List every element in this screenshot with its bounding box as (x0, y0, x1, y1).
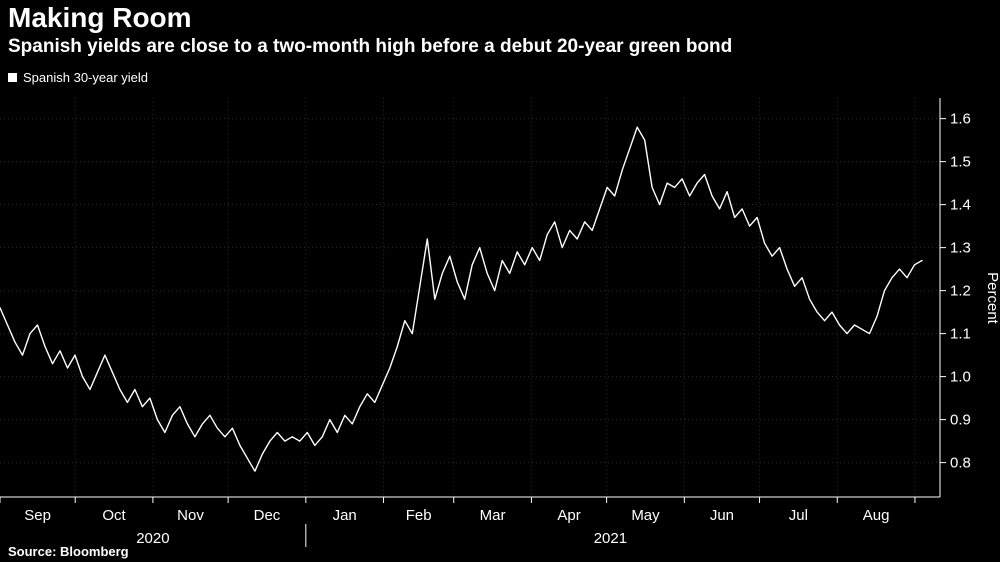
y-tick-label: 1.4 (950, 197, 971, 214)
y-tick-label: 1.2 (950, 283, 971, 300)
y-tick-label: 1.0 (950, 369, 971, 386)
x-tick-label-month: Aug (863, 507, 890, 524)
x-tick-label-month: Oct (102, 507, 126, 524)
y-tick-label: 1.6 (950, 111, 971, 128)
chart-title: Making Room (8, 2, 192, 33)
x-tick-label-month: Mar (480, 507, 506, 524)
series-line-spanish-30yr-yield (0, 126, 923, 472)
x-tick-label-month: Dec (254, 507, 281, 524)
legend: Spanish 30-year yield (8, 70, 148, 85)
y-tick-label: 1.3 (950, 240, 971, 257)
x-tick-label-month: Jul (789, 507, 808, 524)
legend-square-icon (8, 73, 17, 82)
y-tick-label: 0.8 (950, 455, 971, 472)
x-year-label: 2020 (136, 530, 169, 547)
legend-label: Spanish 30-year yield (23, 70, 149, 85)
x-tick-label-month: May (631, 507, 660, 524)
source-credit: Source: Bloomberg (8, 544, 129, 559)
y-tick-label: 1.1 (950, 326, 971, 343)
x-tick-label-month: Jan (333, 507, 357, 524)
x-year-label: 2021 (594, 530, 627, 547)
x-tick-label-month: Apr (557, 507, 580, 524)
y-axis-title: Percent (984, 272, 1000, 325)
y-tick-label: 1.5 (950, 154, 971, 171)
chart-subtitle: Spanish yields are close to a two-month … (8, 36, 733, 57)
y-tick-label: 0.9 (950, 412, 971, 429)
x-tick-label-month: Sep (24, 507, 51, 524)
x-tick-label-month: Jun (710, 507, 734, 524)
x-tick-label-month: Feb (406, 507, 432, 524)
x-tick-label-month: Nov (177, 507, 204, 524)
